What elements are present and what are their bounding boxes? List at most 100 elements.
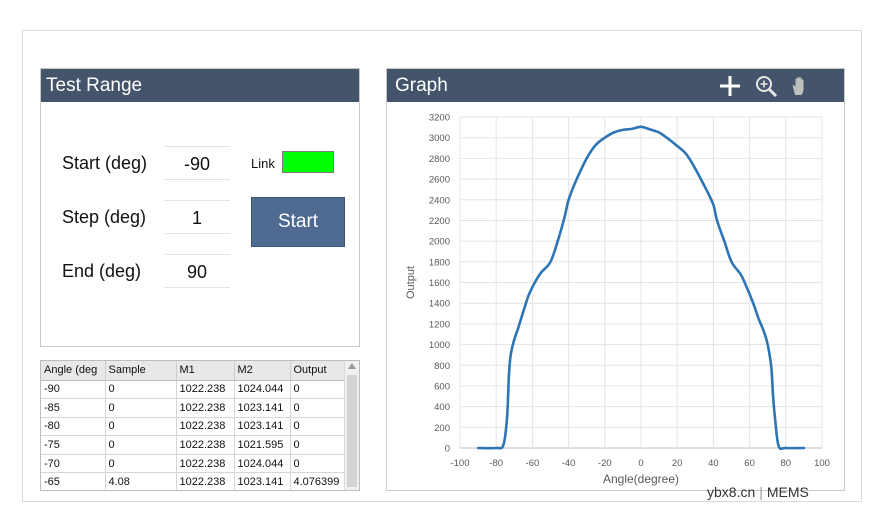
output-series-line [476, 125, 806, 451]
x-tick-label: -60 [526, 458, 540, 469]
table-cell: 0 [105, 435, 177, 455]
output-angle-chart[interactable]: 0200400600800100012001400160018002000220… [387, 103, 844, 491]
table-cell: 1021.595 [234, 435, 291, 455]
table-cell: -75 [41, 435, 106, 455]
test-range-panel: Test Range Start (deg) -90 Step (deg) 1 … [40, 68, 360, 347]
table-cell: 0 [290, 435, 347, 455]
pan-hand-icon[interactable] [788, 74, 812, 98]
y-tick-label: 3200 [429, 113, 450, 124]
table-cell: 1024.044 [234, 454, 291, 474]
table-cell: 4.08 [105, 472, 177, 490]
watermark: ybx8.cn | MEMS [707, 484, 809, 500]
table-cell: 0 [105, 417, 177, 437]
col-header-sample[interactable]: Sample [105, 361, 177, 381]
x-tick-label: 20 [672, 458, 683, 469]
y-tick-label: 1600 [429, 278, 450, 289]
col-header-m2[interactable]: M2 [234, 361, 291, 381]
table-cell: 0 [290, 417, 347, 437]
start-button[interactable]: Start [251, 197, 345, 247]
table-row[interactable]: -80 0 1022.238 1023.141 0 [41, 417, 347, 437]
y-tick-label: 1400 [429, 299, 450, 310]
table-cell: 0 [105, 398, 177, 418]
x-tick-label: 0 [638, 458, 643, 469]
col-header-m1[interactable]: M1 [176, 361, 235, 381]
crosshair-icon[interactable] [718, 74, 742, 98]
table-cell: -65 [41, 472, 106, 490]
table-cell: -90 [41, 380, 106, 400]
end-deg-input[interactable]: 90 [164, 254, 230, 288]
y-tick-label: 2000 [429, 237, 450, 248]
table-cell: 1022.238 [176, 435, 235, 455]
table-row[interactable]: -65 4.08 1022.238 1023.141 4.076399 [41, 472, 347, 490]
table-cell: 1024.044 [234, 380, 291, 400]
y-tick-label: 2800 [429, 154, 450, 165]
step-deg-label: Step (deg) [62, 207, 147, 227]
x-tick-label: -100 [450, 458, 469, 469]
y-tick-label: 200 [434, 423, 450, 434]
graph-title: Graph [395, 75, 448, 96]
link-status-indicator [282, 151, 334, 173]
table-row[interactable]: -70 0 1022.238 1024.044 0 [41, 454, 347, 474]
test-range-title: Test Range [41, 69, 359, 102]
watermark-separator: | [759, 484, 763, 500]
y-tick-label: 2600 [429, 175, 450, 186]
x-tick-label: 100 [814, 458, 830, 469]
table-row[interactable]: -85 0 1022.238 1023.141 0 [41, 398, 347, 418]
step-deg-input[interactable]: 1 [164, 200, 230, 234]
table-cell: 1022.238 [176, 380, 235, 400]
y-tick-label: 0 [445, 444, 450, 455]
chart-grid [459, 116, 823, 449]
link-label: Link [251, 156, 275, 171]
y-tick-label: 400 [434, 402, 450, 413]
scroll-thumb[interactable] [347, 375, 357, 487]
table-cell: -80 [41, 417, 106, 437]
y-tick-label: 3000 [429, 133, 450, 144]
table-cell: 1023.141 [234, 417, 291, 437]
table-cell: 1022.238 [176, 398, 235, 418]
table-cell: 1023.141 [234, 472, 291, 490]
table-scrollbar[interactable] [344, 361, 359, 490]
y-tick-label: 1200 [429, 319, 450, 330]
x-tick-label: 80 [781, 458, 792, 469]
watermark-site: ybx8.cn [707, 484, 756, 500]
col-header-angle[interactable]: Angle (deg [41, 361, 106, 381]
y-tick-label: 1800 [429, 257, 450, 268]
table-row[interactable]: -90 0 1022.238 1024.044 0 [41, 380, 347, 400]
zoom-icon[interactable] [754, 74, 778, 98]
col-header-output[interactable]: Output [290, 361, 347, 381]
end-deg-label: End (deg) [62, 261, 142, 281]
table-cell: 0 [290, 380, 347, 400]
table-cell: 0 [105, 380, 177, 400]
watermark-brand: MEMS [766, 484, 809, 500]
x-tick-label: 40 [708, 458, 719, 469]
y-axis-label: Output [405, 266, 417, 299]
y-tick-label: 800 [434, 361, 450, 372]
y-tick-label: 1000 [429, 340, 450, 351]
x-tick-label: -80 [489, 458, 503, 469]
table-cell: -85 [41, 398, 106, 418]
table-cell: 1023.141 [234, 398, 291, 418]
start-deg-label: Start (deg) [62, 153, 148, 173]
y-tick-label: 2400 [429, 195, 450, 206]
table-cell: 4.076399 [290, 472, 347, 490]
table-cell: 1022.238 [176, 472, 235, 490]
y-tick-label: 2200 [429, 216, 450, 227]
table-cell: 1022.238 [176, 417, 235, 437]
graph-header: Graph [387, 69, 844, 102]
x-axis-label: Angle(degree) [603, 472, 679, 486]
table-cell: 0 [290, 398, 347, 418]
y-tick-label: 600 [434, 381, 450, 392]
graph-panel: Graph 0 200 400 600 800 1000 1200 1400 1600 1800 2… [386, 68, 845, 491]
scroll-up-arrow-icon[interactable] [348, 363, 356, 369]
table-cell: -70 [41, 454, 106, 474]
chart-tick-labels: 0200400600800100012001400160018002000220… [429, 113, 830, 470]
data-table: Angle (deg Sample M1 M2 Output -90 0 1022.… [40, 360, 360, 491]
table-cell: 0 [105, 454, 177, 474]
start-deg-input[interactable]: -90 [164, 146, 230, 180]
x-tick-label: 60 [744, 458, 755, 469]
table-row[interactable]: -75 0 1022.238 1021.595 0 [41, 435, 347, 455]
x-tick-label: -20 [598, 458, 612, 469]
table-cell: 1022.238 [176, 454, 235, 474]
table-cell: 0 [290, 454, 347, 474]
table-header-row: Angle (deg Sample M1 M2 Output [41, 361, 347, 381]
